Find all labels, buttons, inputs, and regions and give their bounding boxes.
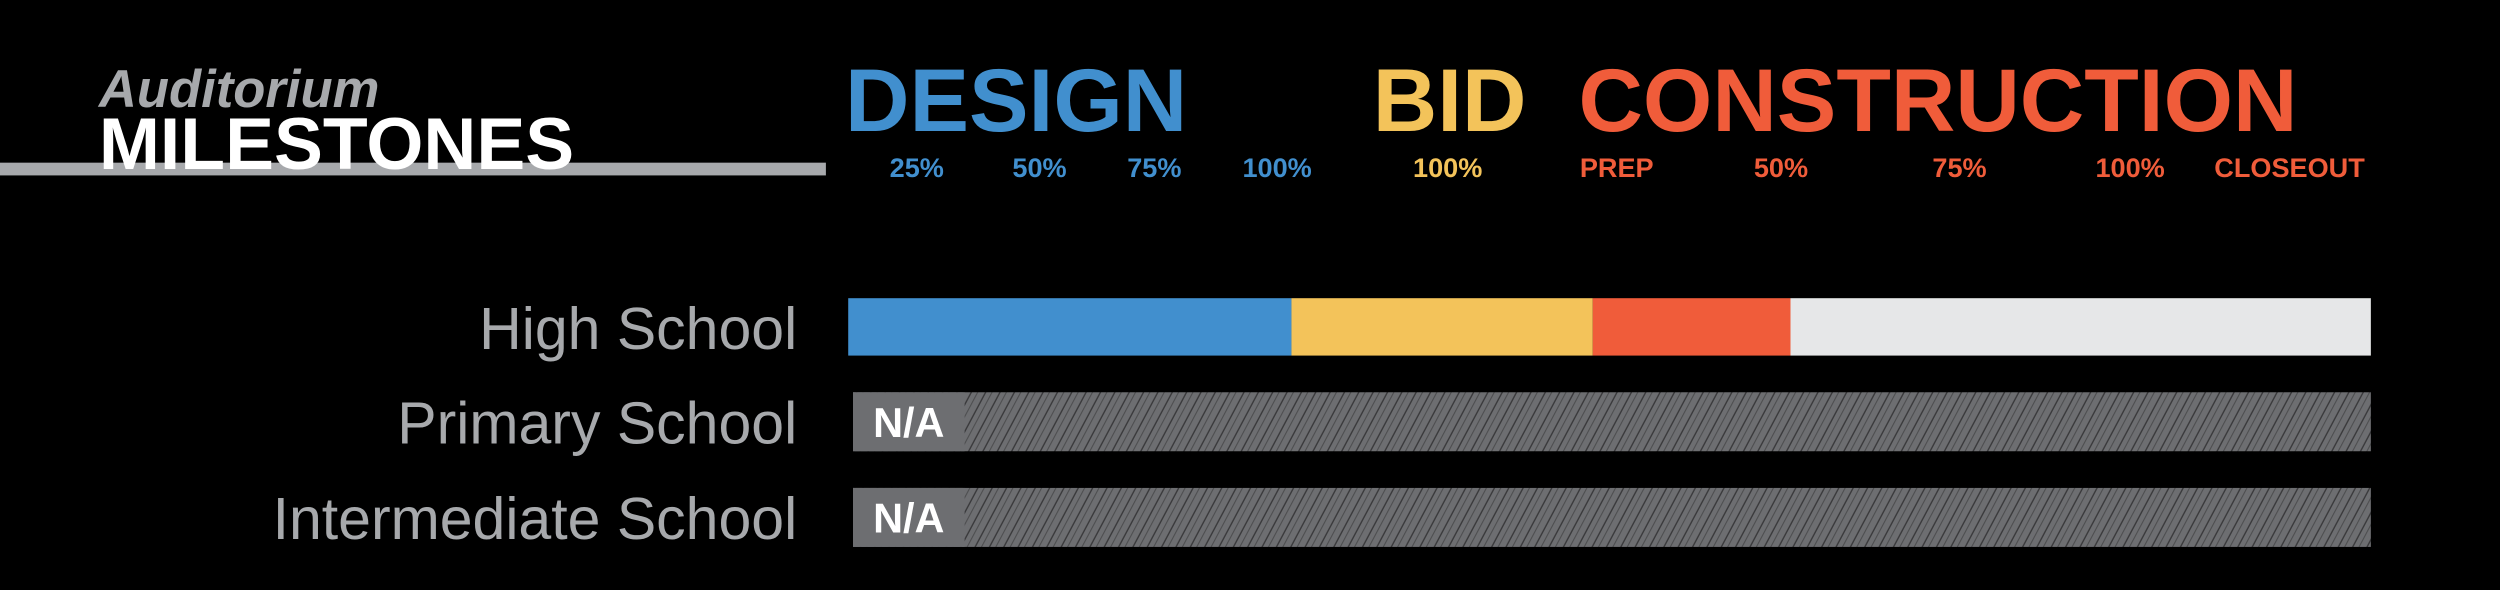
na-box xyxy=(852,487,965,547)
milestone-label: 50% xyxy=(1012,152,1066,183)
milestone-label: 75% xyxy=(1932,152,1986,183)
title-rule xyxy=(0,162,826,176)
milestone-label: 50% xyxy=(1754,152,1808,183)
phase-title: CONSTRUCTION xyxy=(1578,50,2297,150)
milestone-label: 100% xyxy=(1413,152,1482,183)
milestone-label: 100% xyxy=(1242,152,1311,183)
progress-bar xyxy=(848,298,2371,356)
milestone-label: 75% xyxy=(1127,152,1181,183)
title-line1: Auditorium xyxy=(97,60,380,119)
bid-segment xyxy=(1291,298,1593,356)
milestone-label: 25% xyxy=(890,152,944,183)
status-label: N/A xyxy=(873,495,944,542)
na-bar xyxy=(852,392,2371,452)
status-label: N/A xyxy=(873,399,944,446)
phase-title: BID xyxy=(1373,50,1527,150)
title-line2: MILESTONES xyxy=(99,103,574,185)
na-bar xyxy=(852,487,2371,547)
design-segment xyxy=(848,298,1292,356)
row-label: Primary School xyxy=(397,390,797,456)
milestone-label: 100% xyxy=(2095,152,2164,183)
row-label: High School xyxy=(479,296,797,362)
row-label: Intermediate School xyxy=(273,486,798,552)
remaining-segment xyxy=(1790,298,2371,356)
milestone-label: PREP xyxy=(1580,152,1654,183)
na-box xyxy=(852,392,965,452)
phase-title: DESIGN xyxy=(845,50,1187,150)
construction-segment xyxy=(1592,298,1791,356)
milestone-label: CLOSEOUT xyxy=(2214,152,2365,183)
